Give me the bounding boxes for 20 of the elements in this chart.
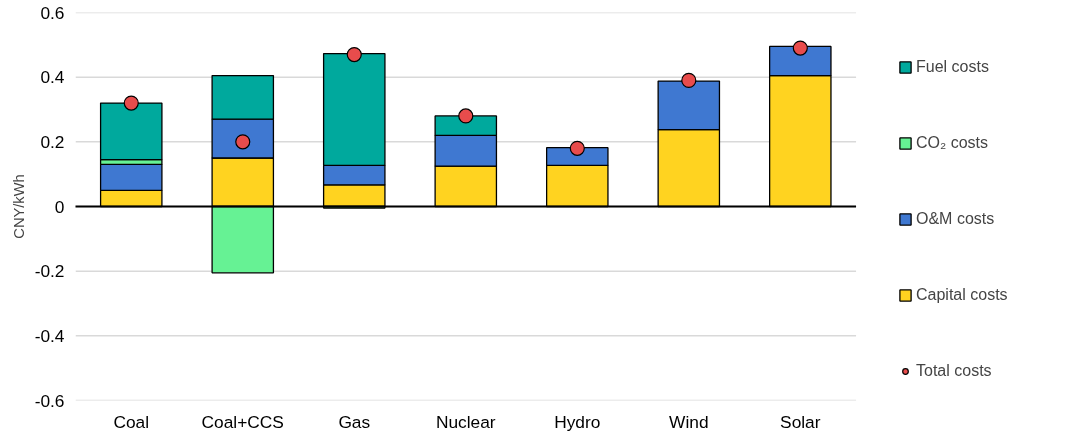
x-tick-label: Hydro	[554, 411, 601, 432]
x-tick-label: Gas	[338, 411, 371, 432]
y-tick-label: -0.4	[34, 325, 65, 346]
legend-label: Capital costs	[916, 286, 1008, 304]
x-tick-label: Solar	[780, 411, 821, 432]
y-tick-label: 0.2	[40, 131, 65, 152]
x-tick-label: Nuclear	[435, 411, 496, 432]
y-tick-label: -0.2	[34, 261, 65, 282]
y-tick-label: 0	[54, 196, 65, 217]
legend-label: Fuel costs	[916, 58, 989, 76]
x-tick-label: Coal+CCS	[201, 411, 284, 432]
y-tick-label: 0.4	[40, 67, 65, 88]
y-tick-label: -0.6	[34, 390, 65, 411]
x-tick-label: Coal	[113, 411, 150, 432]
legend-label: O&M costs	[916, 210, 995, 228]
y-tick-label: 0.6	[40, 2, 65, 23]
y-axis-title: CNY/kWh	[10, 174, 27, 239]
legend-label: CO₂ costs	[916, 134, 988, 152]
legend-label: Total costs	[916, 362, 992, 380]
x-tick-label: Wind	[669, 411, 709, 432]
